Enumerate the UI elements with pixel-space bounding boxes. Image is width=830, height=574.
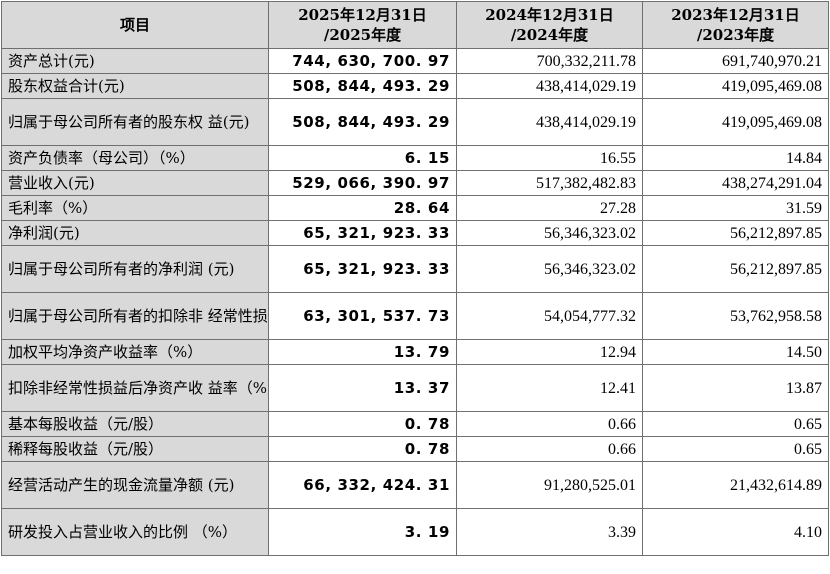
row-label: 资产总计(元) <box>1 48 269 74</box>
value-2025: 66, 332, 424. 31 <box>268 461 457 509</box>
row-label: 归属于母公司所有者的净利润 (元) <box>1 245 269 293</box>
table-row: 扣除非经常性损益后净资产收 益率（%） 13. 37 12.41 13.87 <box>1 364 829 412</box>
table-row: 经营活动产生的现金流量净额 (元) 66, 332, 424. 31 91,280,… <box>1 461 829 509</box>
value-2024: 27.28 <box>456 195 643 221</box>
value-2024: 438,414,029.19 <box>456 98 643 146</box>
row-label: 稀释每股收益（元/股） <box>1 436 269 462</box>
header-item: 项目 <box>1 1 269 49</box>
value-2024: 12.41 <box>456 364 643 412</box>
value-2024: 54,054,777.32 <box>456 292 643 340</box>
value-2025: 0. 78 <box>268 411 457 437</box>
row-label: 研发投入占营业收入的比例 （%） <box>1 508 269 556</box>
value-2023: 4.10 <box>642 508 829 556</box>
value-2024: 56,346,323.02 <box>456 220 643 246</box>
value-2024: 91,280,525.01 <box>456 461 643 509</box>
value-2023: 0.65 <box>642 411 829 437</box>
table-row: 稀释每股收益（元/股） 0. 78 0.66 0.65 <box>1 436 829 462</box>
value-2025: 508, 844, 493. 29 <box>268 98 457 146</box>
value-2025: 28. 64 <box>268 195 457 221</box>
row-label: 基本每股收益（元/股） <box>1 411 269 437</box>
table-row: 归属于母公司所有者的股东权 益(元) 508, 844, 493. 29 438,4… <box>1 98 829 146</box>
value-2024: 3.39 <box>456 508 643 556</box>
value-2023: 438,274,291.04 <box>642 170 829 196</box>
table-row: 营业收入(元) 529, 066, 390. 97 517,382,482.83 43… <box>1 170 829 196</box>
table-row: 资产负债率（母公司）（%） 6. 15 16.55 14.84 <box>1 145 829 171</box>
table-body: 资产总计(元) 744, 630, 700. 97 700,332,211.78 69… <box>1 48 829 556</box>
value-2023: 56,212,897.85 <box>642 220 829 246</box>
table-row: 股东权益合计(元) 508, 844, 493. 29 438,414,029.19… <box>1 73 829 99</box>
row-label: 资产负债率（母公司）（%） <box>1 145 269 171</box>
row-label: 加权平均净资产收益率（%） <box>1 339 269 365</box>
table-header-row: 项目 2025年12月31日 /2025年度 2024年12月31日 /2024… <box>1 1 829 49</box>
value-2025: 6. 15 <box>268 145 457 171</box>
value-2025: 13. 79 <box>268 339 457 365</box>
header-2023: 2023年12月31日 /2023年度 <box>642 1 829 49</box>
value-2023: 14.84 <box>642 145 829 171</box>
row-label: 营业收入(元) <box>1 170 269 196</box>
row-label: 经营活动产生的现金流量净额 (元) <box>1 461 269 509</box>
header-2025: 2025年12月31日 /2025年度 <box>268 1 457 49</box>
row-label: 归属于母公司所有者的扣除非 经常性损益后的净利润(元) <box>1 292 269 340</box>
row-label: 扣除非经常性损益后净资产收 益率（%） <box>1 364 269 412</box>
value-2024: 438,414,029.19 <box>456 73 643 99</box>
table-row: 基本每股收益（元/股） 0. 78 0.66 0.65 <box>1 411 829 437</box>
value-2023: 691,740,970.21 <box>642 48 829 74</box>
value-2023: 21,432,614.89 <box>642 461 829 509</box>
value-2025: 65, 321, 923. 33 <box>268 245 457 293</box>
value-2023: 13.87 <box>642 364 829 412</box>
row-label: 净利润(元) <box>1 220 269 246</box>
row-label: 毛利率（%） <box>1 195 269 221</box>
value-2025: 13. 37 <box>268 364 457 412</box>
value-2024: 56,346,323.02 <box>456 245 643 293</box>
value-2025: 65, 321, 923. 33 <box>268 220 457 246</box>
value-2023: 31.59 <box>642 195 829 221</box>
value-2024: 0.66 <box>456 436 643 462</box>
value-2024: 517,382,482.83 <box>456 170 643 196</box>
value-2024: 0.66 <box>456 411 643 437</box>
table-row: 资产总计(元) 744, 630, 700. 97 700,332,211.78 69… <box>1 48 829 74</box>
value-2023: 14.50 <box>642 339 829 365</box>
value-2025: 0. 78 <box>268 436 457 462</box>
value-2025: 3. 19 <box>268 508 457 556</box>
value-2023: 0.65 <box>642 436 829 462</box>
header-2024: 2024年12月31日 /2024年度 <box>456 1 643 49</box>
table-row: 净利润(元) 65, 321, 923. 33 56,346,323.02 56,21… <box>1 220 829 246</box>
value-2025: 529, 066, 390. 97 <box>268 170 457 196</box>
value-2024: 16.55 <box>456 145 643 171</box>
financial-summary-table: 项目 2025年12月31日 /2025年度 2024年12月31日 /2024… <box>1 1 829 556</box>
table-row: 加权平均净资产收益率（%） 13. 79 12.94 14.50 <box>1 339 829 365</box>
value-2024: 12.94 <box>456 339 643 365</box>
table-row: 毛利率（%） 28. 64 27.28 31.59 <box>1 195 829 221</box>
value-2023: 53,762,958.58 <box>642 292 829 340</box>
row-label: 归属于母公司所有者的股东权 益(元) <box>1 98 269 146</box>
value-2025: 744, 630, 700. 97 <box>268 48 457 74</box>
table-row: 归属于母公司所有者的净利润 (元) 65, 321, 923. 33 56,346,… <box>1 245 829 293</box>
value-2023: 419,095,469.08 <box>642 73 829 99</box>
value-2023: 56,212,897.85 <box>642 245 829 293</box>
table-row: 研发投入占营业收入的比例 （%） 3. 19 3.39 4.10 <box>1 508 829 556</box>
value-2024: 700,332,211.78 <box>456 48 643 74</box>
row-label: 股东权益合计(元) <box>1 73 269 99</box>
value-2025: 508, 844, 493. 29 <box>268 73 457 99</box>
table-row: 归属于母公司所有者的扣除非 经常性损益后的净利润(元)63, 301, 537.… <box>1 292 829 340</box>
value-2023: 419,095,469.08 <box>642 98 829 146</box>
value-2025: 63, 301, 537. 73 <box>268 292 457 340</box>
